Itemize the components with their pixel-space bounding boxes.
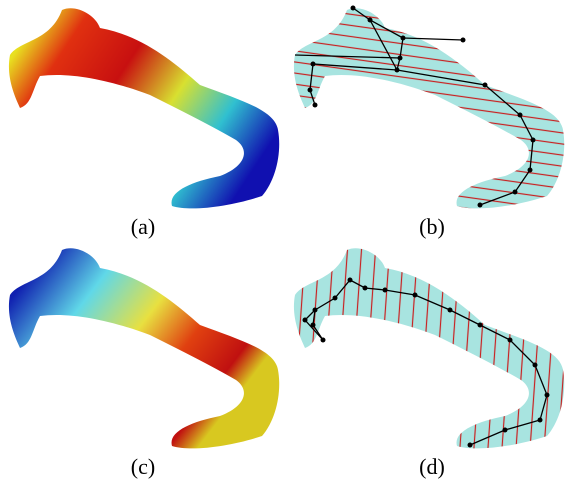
panel-a (9, 8, 279, 208)
panel-b (294, 6, 564, 209)
panel-label: (c) (131, 454, 155, 479)
panel-label: (a) (131, 214, 155, 239)
panel-c (9, 248, 279, 448)
figure: (a) (b) (c) (d) (0, 0, 573, 489)
panel-label: (b) (419, 214, 445, 239)
panel-label: (d) (419, 454, 445, 479)
panel-d (294, 248, 564, 448)
